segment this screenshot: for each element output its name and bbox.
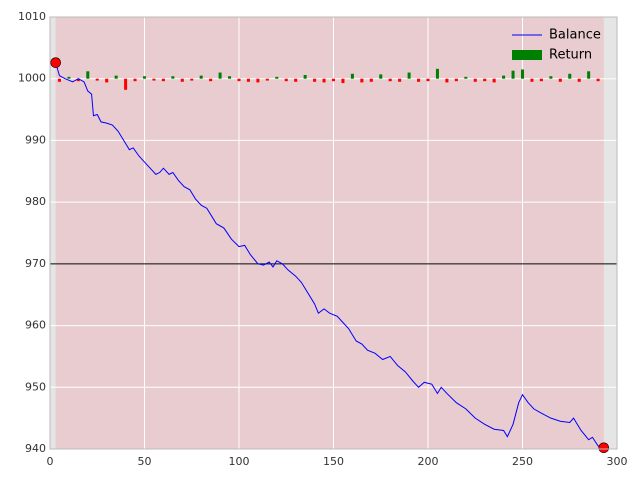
shade-layer [55, 17, 604, 449]
legend-label: Return [549, 48, 592, 63]
marks-layer [50, 57, 617, 454]
return-bar [445, 78, 449, 83]
return-bar [95, 78, 99, 81]
return-bar [237, 78, 241, 82]
legend-swatch [512, 50, 542, 60]
return-bar [313, 78, 317, 82]
endpoint-marker [50, 57, 61, 68]
return-bar [350, 73, 354, 79]
return-bar [464, 76, 468, 79]
y-tick-label: 960 [25, 319, 46, 332]
return-bar [246, 78, 250, 82]
return-bar [124, 78, 128, 90]
return-bar [426, 78, 430, 82]
y-tick-label: 1010 [18, 10, 46, 23]
return-bar [294, 78, 298, 82]
return-bar [171, 76, 175, 79]
legend: Balance Return [512, 28, 601, 63]
return-bar [256, 78, 260, 83]
return-bar [417, 78, 421, 82]
return-bar [275, 76, 279, 79]
return-bar [435, 68, 439, 79]
return-bar [86, 71, 90, 79]
x-tick-label: 150 [323, 455, 344, 468]
balance-line [55, 62, 604, 449]
y-tick-label: 1000 [18, 72, 46, 85]
return-bar [57, 78, 61, 82]
return-bar [180, 78, 184, 82]
y-tick-label: 940 [25, 442, 46, 455]
return-bar [539, 78, 543, 82]
return-bar [492, 78, 496, 83]
return-bar [558, 78, 562, 82]
return-bar [502, 75, 506, 79]
x-tick-label: 100 [229, 455, 250, 468]
return-bar [190, 78, 194, 81]
return-bar [360, 78, 364, 83]
return-bar [218, 72, 222, 79]
return-bar [133, 78, 137, 82]
return-bar [199, 75, 203, 79]
return-bar [398, 78, 402, 82]
return-bar [473, 78, 477, 82]
legend-label: Balance [549, 28, 601, 43]
data-range-shade [55, 17, 604, 449]
y-tick-label: 980 [25, 195, 46, 208]
x-tick-label: 300 [607, 455, 628, 468]
return-bar [303, 75, 307, 79]
tick-layer: 0 50 100 150 200 250 300 940 950 960 970 980 990 1000… [18, 10, 628, 468]
y-tick-label: 970 [25, 257, 46, 270]
return-bar [331, 78, 336, 82]
return-bar [549, 76, 553, 79]
return-bar [587, 71, 591, 79]
return-bar [369, 78, 373, 82]
return-bar [483, 78, 487, 82]
return-bar [76, 78, 80, 82]
return-bar [105, 78, 109, 83]
x-tick-label: 0 [47, 455, 54, 468]
return-bar [67, 76, 71, 79]
return-bar [114, 75, 118, 79]
return-bar [568, 73, 572, 79]
return-bar [407, 72, 411, 79]
x-tick-label: 250 [512, 455, 533, 468]
return-bar [161, 78, 165, 82]
endpoint-marker [598, 442, 610, 454]
return-bar [152, 78, 156, 81]
return-bar [388, 78, 392, 82]
x-tick-label: 50 [138, 455, 152, 468]
return-bar [142, 76, 147, 79]
return-bar [454, 78, 458, 82]
return-bar [284, 78, 288, 82]
return-bar [379, 74, 383, 79]
return-bar [520, 69, 525, 79]
plot-frame [49, 16, 618, 450]
return-bar [265, 78, 269, 81]
x-tick-label: 200 [418, 455, 439, 468]
return-bar [530, 78, 534, 82]
return-bar [596, 78, 600, 82]
return-bar [577, 78, 581, 82]
return-bar [228, 76, 232, 79]
return-bar [511, 70, 515, 79]
return-bar [322, 78, 326, 83]
return-bar [341, 78, 345, 84]
y-tick-label: 950 [25, 380, 46, 393]
return-bar [209, 78, 213, 82]
y-tick-label: 990 [25, 133, 46, 146]
